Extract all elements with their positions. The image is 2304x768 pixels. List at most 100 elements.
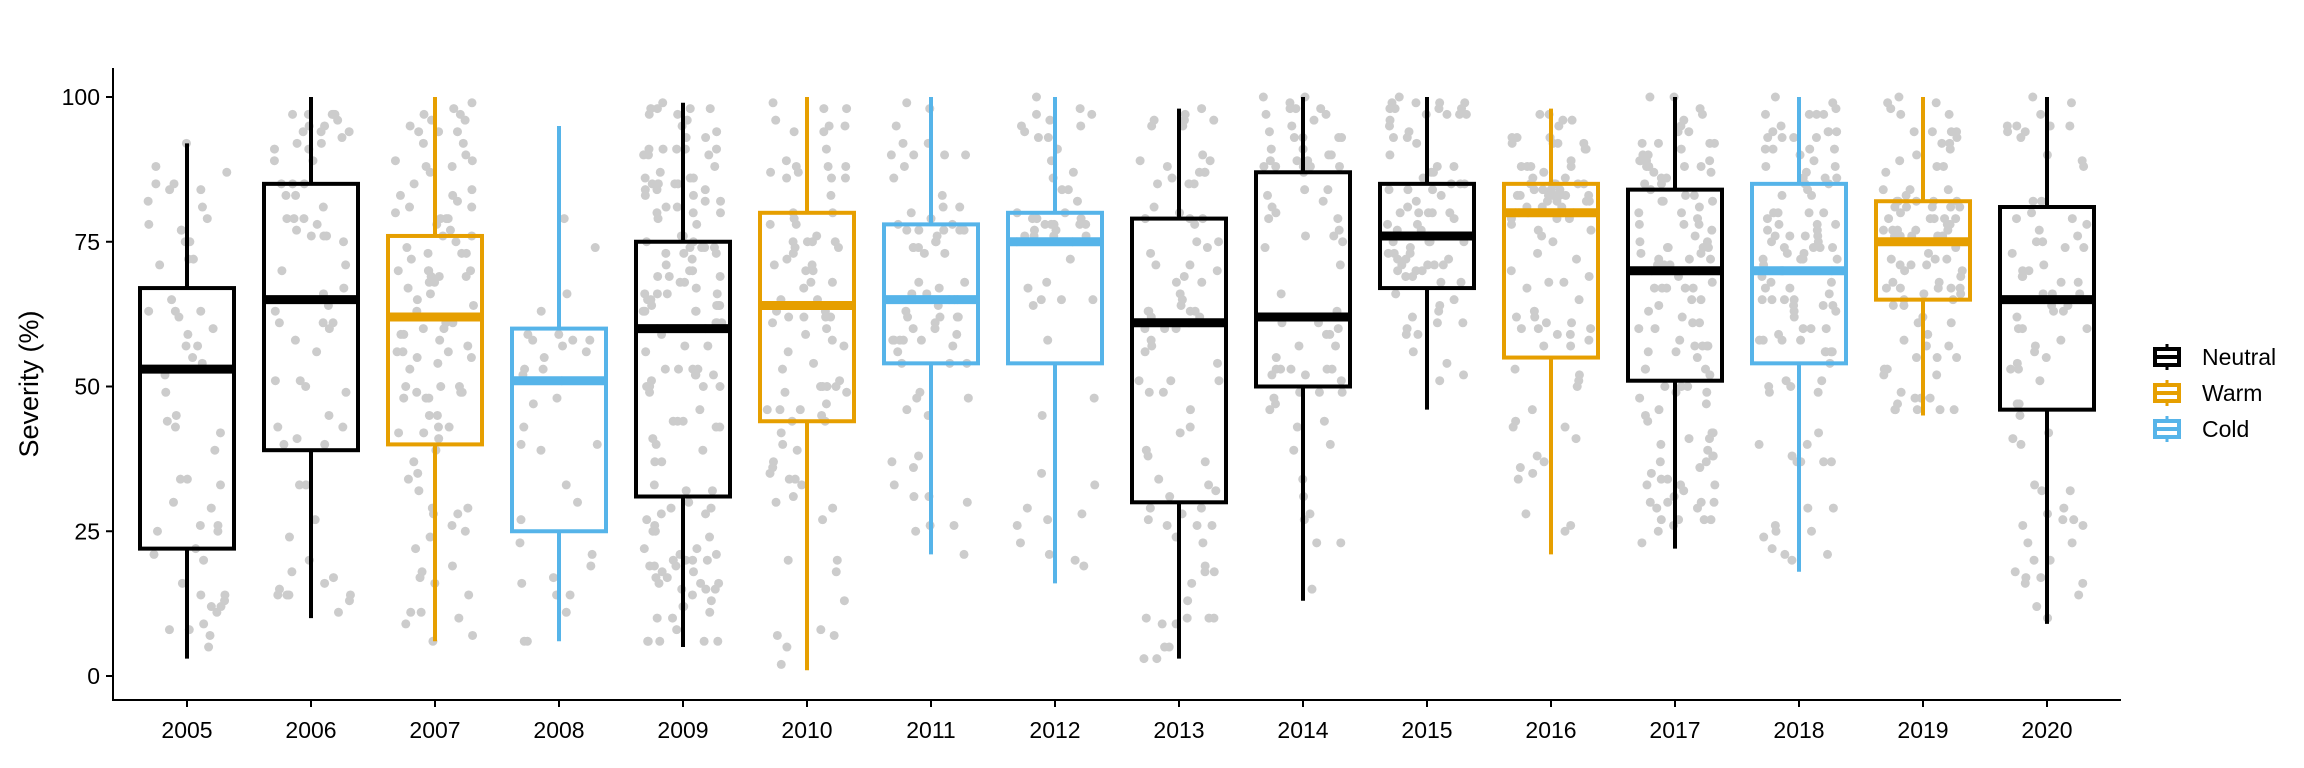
jitter-point: [1566, 520, 1576, 530]
jitter-point: [1684, 254, 1694, 264]
jitter-point: [765, 219, 775, 229]
jitter-point: [548, 573, 558, 583]
jitter-point: [768, 318, 778, 328]
jitter-point: [658, 98, 668, 108]
jitter-point: [1292, 156, 1302, 166]
jitter-point: [1826, 457, 1836, 467]
box-2007: [386, 97, 484, 642]
jitter-point: [914, 225, 924, 235]
box-2014: [1254, 97, 1352, 601]
jitter-point: [1676, 144, 1686, 154]
jitter-point: [1771, 526, 1781, 536]
jitter-point: [1507, 219, 1517, 229]
jitter-point: [1930, 254, 1940, 264]
jitter-point: [411, 544, 421, 554]
jitter-point: [1764, 387, 1774, 397]
jitter-point: [1634, 219, 1644, 229]
x-tick-label: 2012: [1029, 717, 1080, 743]
jitter-point: [467, 185, 477, 195]
jitter-point: [1655, 457, 1665, 467]
jitter-point: [660, 364, 670, 374]
box-2015: [1378, 97, 1476, 410]
jitter-point: [298, 127, 308, 137]
jitter-point: [1561, 190, 1571, 200]
jitter-point: [161, 387, 171, 397]
jitter-point: [1581, 144, 1591, 154]
jitter-point: [206, 503, 216, 513]
jitter-point: [1694, 202, 1704, 212]
jitter-point: [959, 549, 969, 559]
jitter-point: [1507, 138, 1517, 148]
jitter-point: [328, 318, 338, 328]
jitter-point: [1804, 109, 1814, 119]
jitter-point: [1760, 283, 1770, 293]
jitter-point: [1022, 503, 1032, 513]
jitter-point: [2036, 109, 2046, 119]
jitter-point: [1571, 434, 1581, 444]
box-2010: [758, 97, 856, 671]
jitter-point: [1932, 353, 1942, 363]
jitter-point: [1902, 202, 1912, 212]
jitter-point: [1888, 225, 1898, 235]
jitter-point: [1644, 306, 1654, 316]
jitter-point: [2018, 520, 2028, 530]
jitter-point: [1758, 335, 1768, 345]
jitter-point: [1886, 104, 1896, 114]
jitter-point: [306, 231, 316, 241]
jitter-point: [1043, 515, 1053, 525]
jitter-point: [1586, 225, 1596, 235]
box-2013: [1130, 108, 1228, 659]
jitter-point: [463, 503, 473, 513]
jitter-point: [1403, 185, 1413, 195]
jitter-point: [1708, 451, 1718, 461]
jitter-point: [1779, 295, 1789, 305]
jitter-point: [1023, 283, 1033, 293]
jitter-point: [891, 121, 901, 131]
jitter-point: [299, 214, 309, 224]
jitter-point: [961, 150, 971, 160]
jitter-point: [1565, 329, 1575, 339]
jitter-point: [778, 439, 788, 449]
jitter-point: [1806, 324, 1816, 334]
jitter-point: [1384, 185, 1394, 195]
jitter-point: [424, 410, 434, 420]
box-iqr: [758, 210, 856, 424]
jitter-point: [1636, 248, 1646, 258]
jitter-point: [782, 173, 792, 183]
jitter-point: [799, 312, 809, 322]
jitter-point: [1185, 405, 1195, 415]
jitter-point: [1935, 405, 1945, 415]
jitter-point: [210, 445, 220, 455]
jitter-point: [392, 347, 402, 357]
jitter-point: [425, 532, 435, 542]
jitter-point: [826, 173, 836, 183]
jitter-point: [1146, 335, 1156, 345]
jitter-point: [216, 602, 226, 612]
jitter-point: [1701, 457, 1711, 467]
jitter-point: [1767, 544, 1777, 554]
jitter-point: [1662, 173, 1672, 183]
jitter-point: [319, 231, 329, 241]
jitter-point: [1945, 219, 1955, 229]
jitter-point: [656, 509, 666, 519]
jitter-point: [1214, 237, 1224, 247]
jitter-point: [643, 295, 653, 305]
jitter-point: [1710, 480, 1720, 490]
jitter-point: [715, 271, 725, 281]
jitter-point: [1140, 347, 1150, 357]
box-2020: [1998, 97, 2096, 624]
jitter-point: [1135, 156, 1145, 166]
jitter-point: [705, 532, 715, 542]
jitter-point: [182, 474, 192, 484]
jitter-point: [959, 225, 969, 235]
jitter-point: [1827, 347, 1837, 357]
jitter-point: [152, 526, 162, 536]
jitter-point: [461, 248, 471, 258]
jitter-point: [199, 619, 209, 629]
jitter-point: [565, 590, 575, 600]
y-tick-label: 50: [74, 374, 100, 400]
jitter-point: [1706, 167, 1716, 177]
jitter-point: [528, 399, 538, 409]
jitter-point: [662, 289, 672, 299]
jitter-point: [435, 335, 445, 345]
